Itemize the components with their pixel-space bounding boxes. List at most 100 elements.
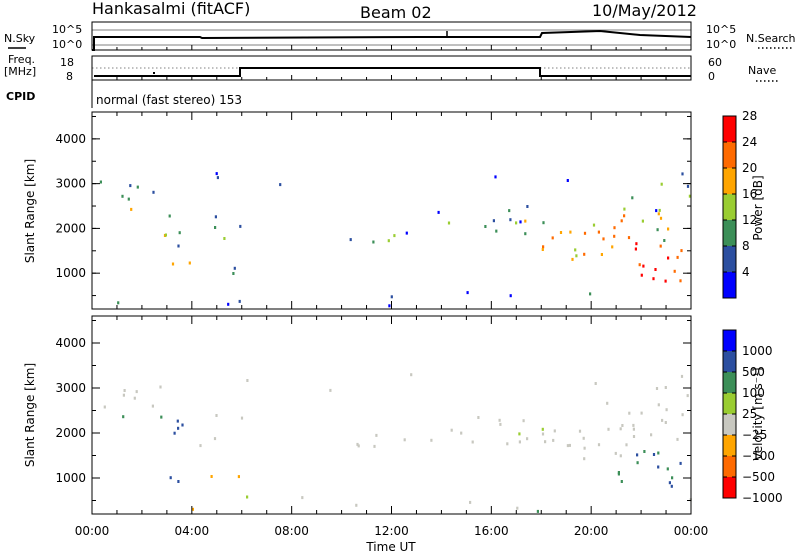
scatter-cell	[569, 230, 572, 234]
scatter-cell	[663, 239, 666, 242]
scatter-cell	[667, 227, 670, 231]
scatter-cell	[657, 403, 660, 407]
scatter-cell	[373, 444, 376, 448]
scatter-cell	[686, 184, 690, 188]
scatter-cell	[578, 429, 582, 433]
scatter-cell	[130, 207, 133, 211]
scatter-cell	[566, 179, 569, 182]
scatter-cell	[640, 273, 643, 277]
scatter-cell	[620, 480, 623, 483]
colorbar-swatch	[723, 220, 736, 247]
scatter-cell	[357, 444, 360, 448]
scatter-cell	[660, 182, 663, 186]
scatter-cell	[356, 442, 359, 446]
scatter-cell	[168, 214, 171, 218]
scatter-cell	[121, 194, 124, 198]
scatter-cell	[657, 465, 660, 469]
scatter-cell	[582, 436, 585, 440]
power-panel: 1000 2000 3000 4000 Slant Range [km]	[23, 111, 692, 310]
scatter-cell	[665, 408, 668, 412]
scatter-cell	[509, 294, 512, 298]
scatter-cell	[499, 422, 502, 426]
scatter-cell	[466, 291, 469, 295]
freq-tick-8: 8	[66, 70, 73, 83]
scatter-cell	[650, 433, 653, 437]
scatter-cell	[210, 475, 213, 478]
scatter-cell	[553, 429, 556, 433]
scatter-cell	[657, 212, 660, 216]
scatter-cell	[681, 413, 684, 417]
scatter-cell	[524, 219, 527, 223]
nsky-label: N.Sky	[4, 32, 36, 45]
scatter-cell	[164, 233, 167, 237]
colorbar-swatch	[723, 456, 736, 478]
scatter-cell	[135, 390, 138, 394]
ytick-label-1000-power: 1000	[55, 266, 86, 280]
colorbar-swatch	[723, 116, 736, 143]
time-axis-label: Time UT	[365, 540, 416, 554]
scatter-cell	[509, 218, 512, 222]
scatter-cell	[233, 266, 236, 270]
scatter-cell	[642, 264, 645, 268]
scatter-cell	[627, 236, 631, 240]
scatter-cell	[654, 268, 657, 271]
scatter-cell	[526, 205, 529, 208]
xtick-label-3: 12:00	[374, 524, 409, 538]
velocity-panel: 1000 2000 3000 4000 Slant Range [km]	[23, 315, 692, 515]
scatter-cell	[177, 480, 180, 483]
scatter-cell	[541, 427, 544, 431]
scatter-cell	[631, 196, 634, 200]
scatter-cell	[676, 255, 679, 259]
scatter-cell	[623, 207, 626, 211]
colorbar-tick-label: 25	[742, 407, 757, 421]
scatter-cell	[583, 231, 587, 235]
scatter-cell	[664, 386, 667, 389]
scatter-cell	[246, 379, 249, 382]
scatter-cell	[238, 299, 241, 303]
scatter-cell	[619, 427, 622, 431]
scatter-cell	[216, 176, 219, 180]
scatter-cell	[232, 272, 235, 275]
scatter-cell	[656, 228, 659, 232]
scatter-cell	[664, 421, 667, 424]
scatter-cell	[681, 172, 684, 176]
scatter-cell	[600, 253, 603, 256]
scatter-cell	[215, 172, 218, 176]
colorbar-swatch	[723, 330, 736, 352]
scatter-cell	[279, 183, 282, 187]
cpid-text: normal (fast stereo) 153	[96, 93, 242, 107]
nsearch-label: N.Search	[746, 32, 796, 45]
scatter-cell	[495, 229, 498, 233]
ytick-label-4000-velocity: 4000	[55, 336, 86, 350]
colorbar-swatch	[723, 477, 736, 499]
colorbar-swatch	[723, 246, 736, 273]
scatter-cell	[632, 423, 635, 427]
scatter-cell	[127, 197, 130, 201]
colorbar-swatch	[723, 272, 736, 299]
scatter-cell	[666, 467, 669, 471]
ytick-label-1000-velocity: 1000	[55, 471, 86, 485]
nave-tick-0: 0	[708, 70, 715, 83]
scatter-cell	[636, 461, 639, 465]
colorbar-swatch	[723, 351, 736, 373]
scatter-cell	[460, 431, 463, 435]
freq-panel: Freq. [MHz] 18 8 60 0 Nave	[4, 53, 778, 83]
scatter-cell	[661, 418, 664, 422]
scatter-cell	[471, 440, 474, 444]
scatter-cell	[237, 475, 240, 479]
scatter-cell	[652, 453, 656, 456]
scatter-cell	[372, 240, 375, 244]
station-title: Hankasalmi (fitACF)	[92, 0, 250, 18]
scatter-cell	[619, 454, 622, 458]
scatter-cell	[181, 423, 184, 427]
noise-tick-bottom-left: 10^0	[52, 38, 82, 51]
scatter-cell	[227, 302, 230, 306]
colorbar-tick-label: 24	[742, 135, 757, 149]
scatter-cell	[506, 442, 509, 446]
scatter-cell	[122, 415, 125, 419]
freq-unit-label: [MHz]	[4, 65, 36, 78]
colorbar-swatch	[723, 142, 736, 169]
scatter-cell	[671, 476, 674, 480]
velocity-ylabel: Slant Range [km]	[23, 363, 37, 467]
colorbar-tick-label: 4	[742, 265, 750, 279]
